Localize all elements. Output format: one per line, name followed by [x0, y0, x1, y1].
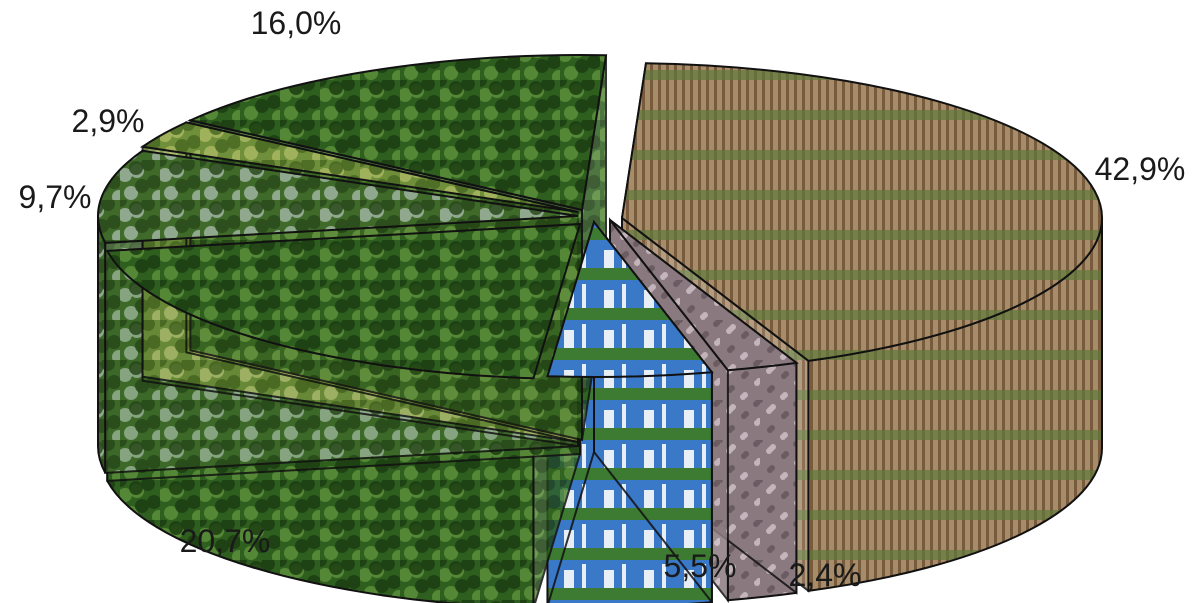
pie-labels: 42,9% 2,4% 5,5% 20,7% 9,7% 2,9% 16,0% — [19, 5, 1186, 593]
slice-label-1: 2,4% — [789, 557, 862, 593]
slice-2-top — [546, 219, 714, 378]
slice-label-0: 42,9% — [1095, 151, 1186, 187]
slice-label-3: 20,7% — [180, 523, 271, 559]
slice-1-top — [609, 219, 799, 372]
slice-4-side — [97, 215, 107, 474]
slice-5-top — [139, 121, 579, 213]
slice-0-top — [620, 62, 1103, 362]
slice-label-2: 5,5% — [664, 548, 737, 584]
slice-6-top — [187, 54, 608, 212]
pie-tops — [97, 54, 1103, 380]
slice-label-4: 9,7% — [19, 179, 92, 215]
slice-label-6: 16,0% — [251, 5, 342, 41]
slice-label-5: 2,9% — [72, 103, 145, 139]
slice-3-top — [105, 222, 582, 380]
slice-4-top — [97, 149, 579, 244]
